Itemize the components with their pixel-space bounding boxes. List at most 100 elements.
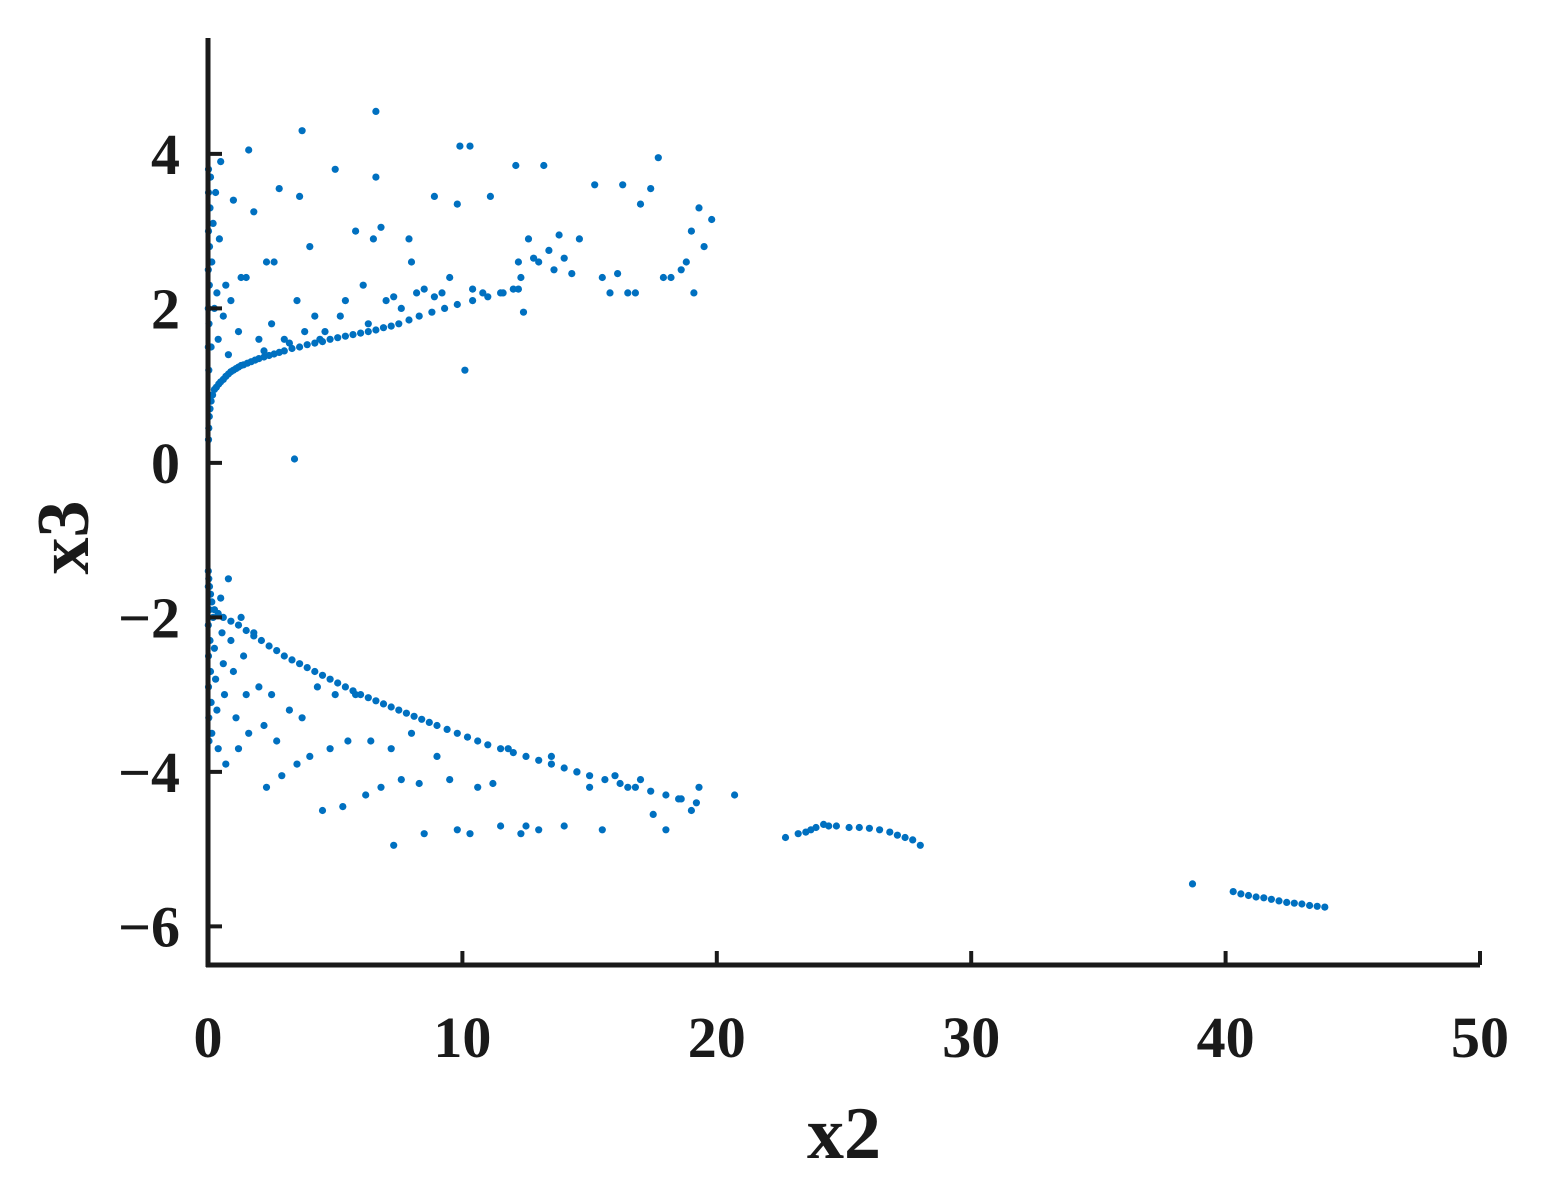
data-point: [242, 273, 250, 282]
data-point: [586, 783, 594, 791]
data-point: [303, 341, 311, 349]
data-point: [311, 339, 319, 347]
data-point: [522, 822, 530, 830]
data-point: [456, 142, 464, 150]
data-point: [812, 823, 820, 832]
data-point: [210, 644, 218, 652]
data-point: [234, 621, 243, 629]
data-point: [461, 366, 469, 374]
data-point: [677, 266, 685, 274]
data-point: [598, 273, 606, 282]
data-point: [443, 725, 451, 734]
data-point: [357, 691, 365, 699]
data-point: [619, 181, 627, 189]
x-tick-label: 40: [1197, 1005, 1255, 1070]
data-point: [545, 246, 553, 254]
data-point: [469, 297, 477, 305]
data-point: [268, 320, 276, 328]
data-point: [349, 331, 357, 339]
data-point: [497, 289, 505, 297]
data-point: [509, 749, 517, 757]
data-point: [514, 285, 523, 293]
data-points: [204, 107, 1329, 911]
data-point: [466, 830, 474, 838]
y-tick-label: −6: [118, 894, 180, 959]
data-point: [296, 343, 304, 351]
data-point: [517, 273, 525, 282]
data-point: [649, 810, 657, 819]
data-point: [647, 787, 655, 795]
data-point: [326, 675, 334, 683]
data-point: [372, 107, 380, 115]
data-point: [260, 347, 268, 355]
data-point: [397, 304, 405, 312]
data-point: [395, 706, 403, 714]
data-point: [326, 745, 334, 753]
data-point: [876, 826, 884, 834]
data-point: [474, 783, 482, 791]
data-point: [321, 328, 329, 336]
data-point: [407, 258, 416, 266]
data-point: [514, 258, 523, 266]
data-point: [662, 791, 670, 799]
data-point: [268, 691, 276, 699]
data-point: [1290, 899, 1298, 907]
data-point: [1188, 880, 1197, 888]
data-point: [379, 324, 388, 332]
data-point: [1237, 890, 1245, 898]
data-point: [288, 344, 296, 353]
data-point: [466, 142, 474, 150]
data-point: [214, 745, 222, 753]
data-point: [352, 227, 360, 235]
data-point: [273, 647, 281, 655]
data-point: [497, 745, 505, 753]
data-point: [1283, 898, 1291, 907]
data-point: [285, 339, 293, 347]
data-point: [433, 752, 441, 761]
data-point: [624, 783, 632, 791]
data-point: [298, 127, 306, 135]
data-point: [430, 293, 438, 301]
data-point: [213, 289, 221, 297]
data-point: [586, 772, 594, 780]
data-point: [227, 617, 235, 625]
data-point: [237, 613, 245, 622]
data-point: [886, 828, 894, 836]
data-point: [227, 636, 235, 645]
data-point: [390, 293, 398, 301]
data-point: [708, 215, 716, 224]
data-point: [318, 806, 327, 815]
data-point: [232, 714, 240, 722]
data-point: [667, 273, 675, 282]
data-point: [547, 752, 556, 761]
data-point: [659, 273, 668, 282]
data-point: [430, 192, 438, 200]
data-point: [293, 760, 301, 768]
data-point: [242, 626, 250, 635]
data-point: [568, 270, 576, 278]
data-point: [227, 297, 235, 305]
data-point: [357, 329, 365, 337]
data-point: [405, 316, 413, 324]
data-point: [611, 772, 619, 780]
data-point: [433, 721, 441, 730]
data-point: [1306, 901, 1314, 910]
data-point: [512, 161, 520, 170]
data-point: [690, 289, 698, 297]
data-point: [560, 254, 568, 262]
data-point: [692, 799, 701, 807]
data-point: [415, 779, 423, 788]
data-point: [214, 609, 222, 618]
y-tick-label: 4: [151, 122, 180, 187]
data-point: [372, 173, 380, 181]
data-point: [217, 594, 225, 602]
data-point: [479, 289, 487, 297]
data-point: [217, 158, 225, 166]
data-point: [474, 737, 482, 745]
data-point: [372, 697, 380, 705]
data-point: [497, 822, 505, 830]
data-point: [832, 822, 841, 830]
data-point: [446, 273, 454, 282]
data-point: [215, 235, 223, 243]
data-point: [441, 304, 449, 312]
